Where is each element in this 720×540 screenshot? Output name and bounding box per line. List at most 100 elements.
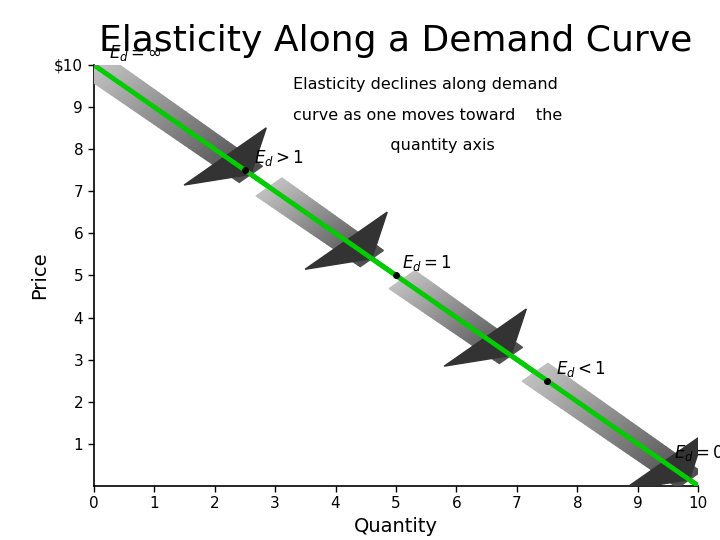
Polygon shape <box>208 145 235 164</box>
Polygon shape <box>96 66 125 86</box>
Polygon shape <box>447 311 474 330</box>
Polygon shape <box>674 469 701 488</box>
Polygon shape <box>422 294 450 313</box>
Polygon shape <box>111 77 140 97</box>
Polygon shape <box>277 193 305 212</box>
Polygon shape <box>334 232 361 251</box>
Text: $E_d = 1$: $E_d = 1$ <box>402 253 452 273</box>
X-axis label: Quantity: Quantity <box>354 517 438 536</box>
Polygon shape <box>651 453 678 472</box>
Polygon shape <box>530 369 559 389</box>
Polygon shape <box>319 221 346 240</box>
Text: $E_d = 0$: $E_d = 0$ <box>674 443 720 463</box>
Polygon shape <box>577 401 606 421</box>
Polygon shape <box>666 463 693 482</box>
Polygon shape <box>339 236 366 254</box>
Polygon shape <box>477 332 504 350</box>
Polygon shape <box>138 96 167 116</box>
Polygon shape <box>158 110 186 129</box>
Polygon shape <box>321 224 348 242</box>
Polygon shape <box>406 282 433 302</box>
Polygon shape <box>224 156 251 174</box>
Polygon shape <box>403 280 431 300</box>
Polygon shape <box>522 363 552 384</box>
Text: Elasticity declines along demand: Elasticity declines along demand <box>293 77 558 92</box>
Polygon shape <box>193 134 220 153</box>
Polygon shape <box>337 234 363 253</box>
Polygon shape <box>127 88 156 108</box>
Polygon shape <box>285 198 312 217</box>
Polygon shape <box>122 85 151 105</box>
Polygon shape <box>491 342 517 360</box>
Polygon shape <box>608 423 636 442</box>
Polygon shape <box>332 231 358 249</box>
Y-axis label: Price: Price <box>30 252 49 299</box>
Polygon shape <box>279 194 307 214</box>
Polygon shape <box>450 313 477 332</box>
Polygon shape <box>282 196 310 215</box>
Polygon shape <box>358 249 383 267</box>
Polygon shape <box>256 178 284 198</box>
Polygon shape <box>619 431 647 450</box>
Text: quantity axis: quantity axis <box>293 138 495 153</box>
Polygon shape <box>472 328 498 347</box>
Polygon shape <box>308 214 335 233</box>
Polygon shape <box>390 271 418 291</box>
Polygon shape <box>84 58 113 78</box>
Polygon shape <box>350 243 376 261</box>
Polygon shape <box>161 112 190 132</box>
Polygon shape <box>461 321 487 339</box>
Polygon shape <box>397 276 426 296</box>
Polygon shape <box>662 461 690 480</box>
Polygon shape <box>115 79 144 100</box>
Polygon shape <box>561 390 590 410</box>
Polygon shape <box>474 330 501 348</box>
Polygon shape <box>146 102 174 121</box>
Polygon shape <box>313 218 341 237</box>
Polygon shape <box>395 274 423 294</box>
Polygon shape <box>220 153 247 172</box>
Polygon shape <box>197 137 224 156</box>
Polygon shape <box>436 303 464 322</box>
Polygon shape <box>557 388 586 408</box>
Polygon shape <box>593 412 621 432</box>
Polygon shape <box>433 301 461 320</box>
Polygon shape <box>353 245 378 263</box>
Polygon shape <box>166 115 194 134</box>
Polygon shape <box>616 428 644 448</box>
Polygon shape <box>287 200 315 219</box>
Text: curve as one moves toward    the: curve as one moves toward the <box>293 108 562 123</box>
Polygon shape <box>316 220 343 238</box>
Polygon shape <box>355 247 381 265</box>
Polygon shape <box>647 450 674 469</box>
Polygon shape <box>464 322 490 341</box>
Polygon shape <box>290 201 318 221</box>
Polygon shape <box>444 309 526 366</box>
Polygon shape <box>154 107 182 126</box>
Polygon shape <box>534 372 563 392</box>
Polygon shape <box>258 180 287 199</box>
Polygon shape <box>658 458 685 477</box>
Polygon shape <box>298 207 325 226</box>
Polygon shape <box>326 227 353 245</box>
Polygon shape <box>604 420 632 440</box>
Polygon shape <box>135 93 163 113</box>
Polygon shape <box>596 415 624 435</box>
Polygon shape <box>177 123 205 143</box>
Polygon shape <box>169 118 197 137</box>
Polygon shape <box>216 150 243 169</box>
Polygon shape <box>431 300 458 319</box>
Polygon shape <box>189 131 217 151</box>
Polygon shape <box>497 346 523 363</box>
Polygon shape <box>200 139 228 158</box>
Polygon shape <box>635 442 662 461</box>
Polygon shape <box>414 288 442 307</box>
Polygon shape <box>142 99 171 118</box>
Polygon shape <box>546 380 575 400</box>
Polygon shape <box>408 284 436 303</box>
Polygon shape <box>420 292 447 311</box>
Polygon shape <box>228 158 255 177</box>
Polygon shape <box>526 366 556 387</box>
Polygon shape <box>174 120 202 140</box>
Text: $E_d > 1$: $E_d > 1$ <box>254 148 304 168</box>
